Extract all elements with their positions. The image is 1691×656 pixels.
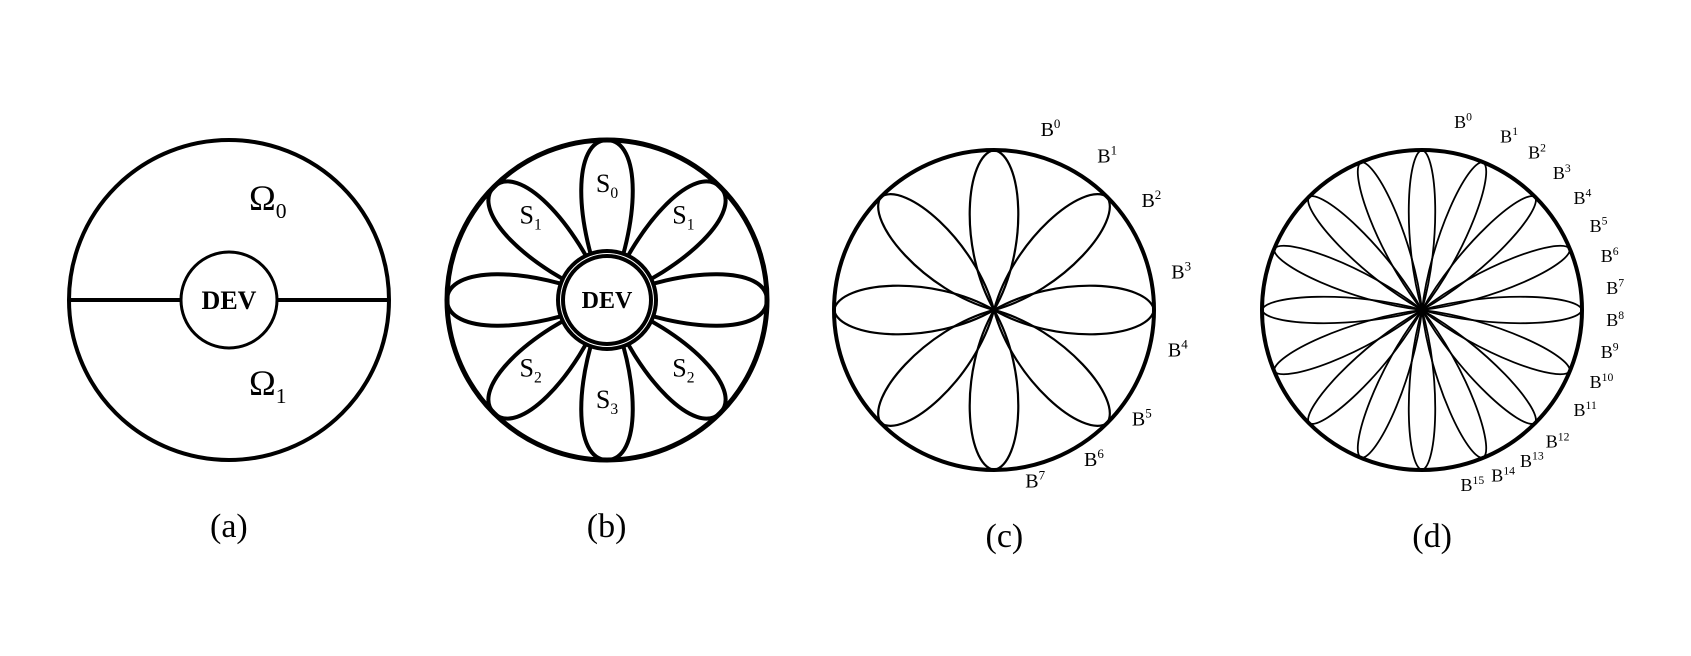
svg-text:S3: S3 xyxy=(595,385,617,418)
figure-row: DEV Ω0 Ω1 (a) DEV S0 S1 S1 S2 S2 S3 (b) B0 B1 B2 B3… xyxy=(0,0,1691,656)
panel-c: B0 B1 B2 B3 B4 B5 B6 B7 (c) xyxy=(804,100,1204,556)
svg-text:S1: S1 xyxy=(672,201,694,234)
panel-b: DEV S0 S1 S1 S2 S2 S3 (b) xyxy=(427,110,787,546)
svg-text:B2: B2 xyxy=(1528,141,1546,162)
svg-text:S2: S2 xyxy=(672,353,694,386)
svg-text:B9: B9 xyxy=(1601,341,1619,362)
panel-a: DEV Ω0 Ω1 (a) xyxy=(49,110,409,546)
svg-text:B7: B7 xyxy=(1026,467,1046,492)
svg-text:B4: B4 xyxy=(1574,187,1592,208)
panel-b-caption: (b) xyxy=(587,508,627,546)
svg-text:B1: B1 xyxy=(1500,125,1518,146)
svg-text:S1: S1 xyxy=(519,201,541,234)
svg-text:B2: B2 xyxy=(1142,187,1162,212)
svg-text:B6: B6 xyxy=(1601,245,1619,266)
diagram-d: B0 B1 B2 B3B4 B5 B6 B7 B8 B9 B10 B11B12B13B14 B15 xyxy=(1222,100,1642,500)
svg-text:B14: B14 xyxy=(1491,464,1515,485)
svg-text:B4: B4 xyxy=(1168,337,1188,362)
svg-text:B15: B15 xyxy=(1461,474,1485,495)
svg-text:B1: B1 xyxy=(1098,143,1118,168)
svg-text:B11: B11 xyxy=(1574,399,1597,420)
svg-text:B5: B5 xyxy=(1590,215,1608,236)
panel-d-caption: (d) xyxy=(1412,518,1452,556)
svg-text:B6: B6 xyxy=(1084,446,1104,471)
svg-text:B5: B5 xyxy=(1132,406,1152,431)
svg-text:Ω1: Ω1 xyxy=(249,363,287,408)
panel-a-caption: (a) xyxy=(210,508,248,546)
svg-text:B12: B12 xyxy=(1546,430,1570,451)
svg-text:B10: B10 xyxy=(1590,371,1614,392)
diagram-a: DEV Ω0 Ω1 xyxy=(49,110,409,490)
svg-text:B8: B8 xyxy=(1606,309,1624,330)
svg-text:B0: B0 xyxy=(1454,111,1472,132)
svg-text:S0: S0 xyxy=(595,169,617,202)
svg-text:Ω0: Ω0 xyxy=(249,178,287,223)
svg-text:B13: B13 xyxy=(1520,450,1544,471)
svg-text:B0: B0 xyxy=(1041,116,1061,141)
diagram-b: DEV S0 S1 S1 S2 S2 S3 xyxy=(427,110,787,490)
svg-text:DEV: DEV xyxy=(581,288,632,314)
svg-text:B7: B7 xyxy=(1606,277,1624,298)
svg-text:B3: B3 xyxy=(1172,259,1192,284)
panel-d: B0 B1 B2 B3B4 B5 B6 B7 B8 B9 B10 B11B12B13B14 B15 (… xyxy=(1222,100,1642,556)
panel-c-caption: (c) xyxy=(986,518,1024,556)
svg-text:S2: S2 xyxy=(519,353,541,386)
svg-text:DEV: DEV xyxy=(201,286,256,315)
svg-text:B3: B3 xyxy=(1553,162,1571,183)
diagram-c: B0 B1 B2 B3 B4 B5 B6 B7 xyxy=(804,100,1204,500)
